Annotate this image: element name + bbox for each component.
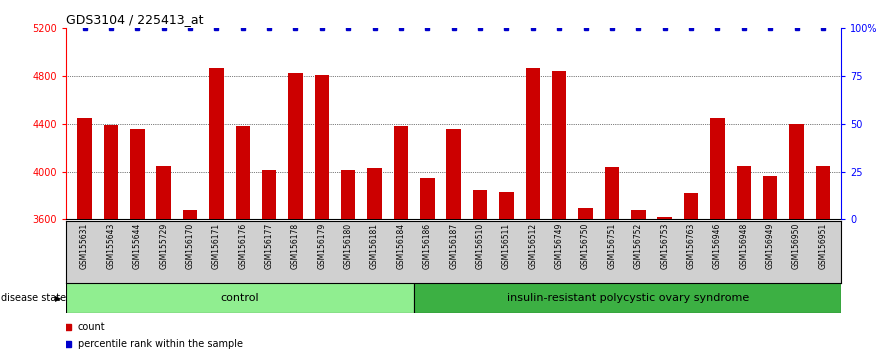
Bar: [182, 210, 197, 219]
Bar: [737, 166, 751, 219]
Text: ▶: ▶: [56, 294, 62, 303]
Text: GSM156949: GSM156949: [766, 223, 774, 269]
Text: GSM156749: GSM156749: [555, 223, 564, 269]
Bar: [657, 217, 672, 219]
Text: GSM156512: GSM156512: [529, 223, 537, 269]
Text: GSM155729: GSM155729: [159, 223, 168, 269]
Text: GSM156950: GSM156950: [792, 223, 801, 269]
Text: GSM156179: GSM156179: [317, 223, 326, 269]
Text: count: count: [78, 322, 106, 332]
Bar: [78, 118, 92, 219]
Bar: [631, 210, 646, 219]
Text: GSM156171: GSM156171: [212, 223, 221, 269]
Bar: [341, 171, 356, 219]
Bar: [130, 129, 144, 219]
Text: GSM155643: GSM155643: [107, 223, 115, 269]
Bar: [447, 129, 461, 219]
Bar: [66, 283, 414, 313]
Text: GSM156751: GSM156751: [607, 223, 617, 269]
Text: GSM156510: GSM156510: [476, 223, 485, 269]
Text: GSM156750: GSM156750: [581, 223, 590, 269]
Text: GSM156180: GSM156180: [344, 223, 352, 269]
Text: GSM156184: GSM156184: [396, 223, 405, 269]
Bar: [816, 166, 830, 219]
Text: GSM156181: GSM156181: [370, 223, 379, 269]
Bar: [500, 192, 514, 219]
Bar: [473, 190, 487, 219]
Bar: [710, 118, 725, 219]
Text: GSM156176: GSM156176: [238, 223, 248, 269]
Text: GSM156948: GSM156948: [739, 223, 748, 269]
Text: control: control: [221, 293, 259, 303]
Bar: [262, 171, 277, 219]
Bar: [604, 167, 619, 219]
Bar: [414, 283, 841, 313]
Text: GSM156170: GSM156170: [186, 223, 195, 269]
Text: GSM156186: GSM156186: [423, 223, 432, 269]
Text: GSM156946: GSM156946: [713, 223, 722, 269]
Text: GSM156178: GSM156178: [291, 223, 300, 269]
Text: GDS3104 / 225413_at: GDS3104 / 225413_at: [66, 13, 204, 26]
Text: GSM155644: GSM155644: [133, 223, 142, 269]
Text: GSM156177: GSM156177: [264, 223, 274, 269]
Text: GSM155631: GSM155631: [80, 223, 89, 269]
Text: GSM156511: GSM156511: [502, 223, 511, 269]
Bar: [157, 166, 171, 219]
Bar: [684, 193, 699, 219]
Bar: [235, 126, 250, 219]
Text: GSM156752: GSM156752: [633, 223, 643, 269]
Text: insulin-resistant polycystic ovary syndrome: insulin-resistant polycystic ovary syndr…: [507, 293, 749, 303]
Text: GSM156187: GSM156187: [449, 223, 458, 269]
Bar: [578, 207, 593, 219]
Bar: [526, 68, 540, 219]
Bar: [552, 72, 566, 219]
Bar: [420, 178, 434, 219]
Text: disease state: disease state: [1, 293, 66, 303]
Bar: [209, 68, 224, 219]
Text: GSM156753: GSM156753: [660, 223, 670, 269]
Text: GSM156951: GSM156951: [818, 223, 827, 269]
Bar: [104, 125, 118, 219]
Bar: [789, 124, 803, 219]
Text: GSM156763: GSM156763: [686, 223, 695, 269]
Bar: [763, 177, 777, 219]
Bar: [288, 73, 303, 219]
Bar: [367, 168, 381, 219]
Bar: [315, 75, 329, 219]
Text: percentile rank within the sample: percentile rank within the sample: [78, 339, 243, 349]
Bar: [394, 126, 408, 219]
